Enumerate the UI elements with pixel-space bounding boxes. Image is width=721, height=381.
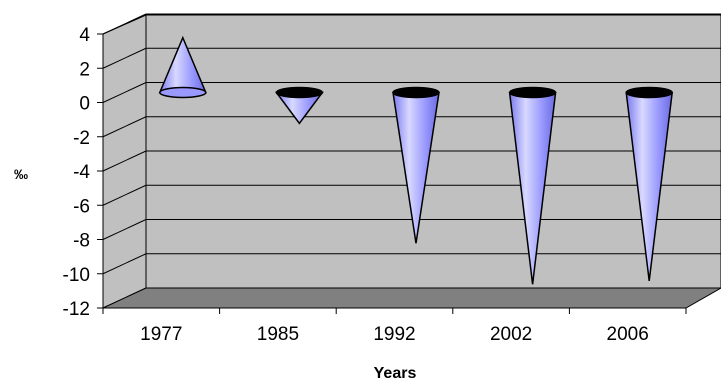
- y-tick-label: -4: [73, 162, 90, 183]
- y-tick-label: -10: [63, 265, 90, 286]
- cone-base: [392, 86, 440, 99]
- cones: [158, 35, 674, 285]
- x-tick-label: 2006: [607, 324, 649, 345]
- gridline-side: [102, 150, 147, 172]
- x-axis-title: Years: [374, 365, 417, 381]
- y-axis-title: ‰: [14, 166, 28, 182]
- y-tick-label: -12: [63, 299, 90, 320]
- gridline-side: [102, 116, 147, 138]
- gridline-side: [102, 184, 147, 206]
- y-tick-label: 4: [79, 25, 90, 46]
- x-tick-label: 2002: [490, 324, 532, 345]
- cone-base: [275, 86, 324, 99]
- axes: [97, 33, 687, 314]
- y-tick-label: 2: [79, 59, 90, 80]
- x-tick-label: 1977: [140, 324, 182, 345]
- gridline-side: [102, 253, 147, 275]
- labels: 4 2 0 -2 -4 -6 -8 -10 -12 1977 1985 1992 2002 2006: [63, 25, 649, 345]
- y-tick-label: -8: [73, 231, 90, 252]
- cone-bar: [274, 86, 324, 125]
- y-tick-label: 0: [79, 94, 90, 115]
- gridline-side: [102, 47, 147, 69]
- y-tick-label: -2: [73, 128, 90, 149]
- y-tick-label: -6: [73, 196, 90, 217]
- cone-base: [159, 86, 207, 99]
- x-tick-label: 1985: [257, 324, 299, 345]
- cone-base: [625, 86, 673, 99]
- gridline-side: [102, 219, 147, 240]
- cone-bar: [392, 86, 440, 244]
- gridline-side: [102, 13, 147, 35]
- cone-base: [508, 86, 557, 99]
- x-tick-label: 1992: [373, 324, 415, 345]
- floor: [102, 287, 721, 309]
- cone-bar: [508, 86, 557, 285]
- gridline-side: [102, 82, 147, 103]
- cone-bar: [625, 86, 674, 281]
- cone-bar: [158, 35, 207, 99]
